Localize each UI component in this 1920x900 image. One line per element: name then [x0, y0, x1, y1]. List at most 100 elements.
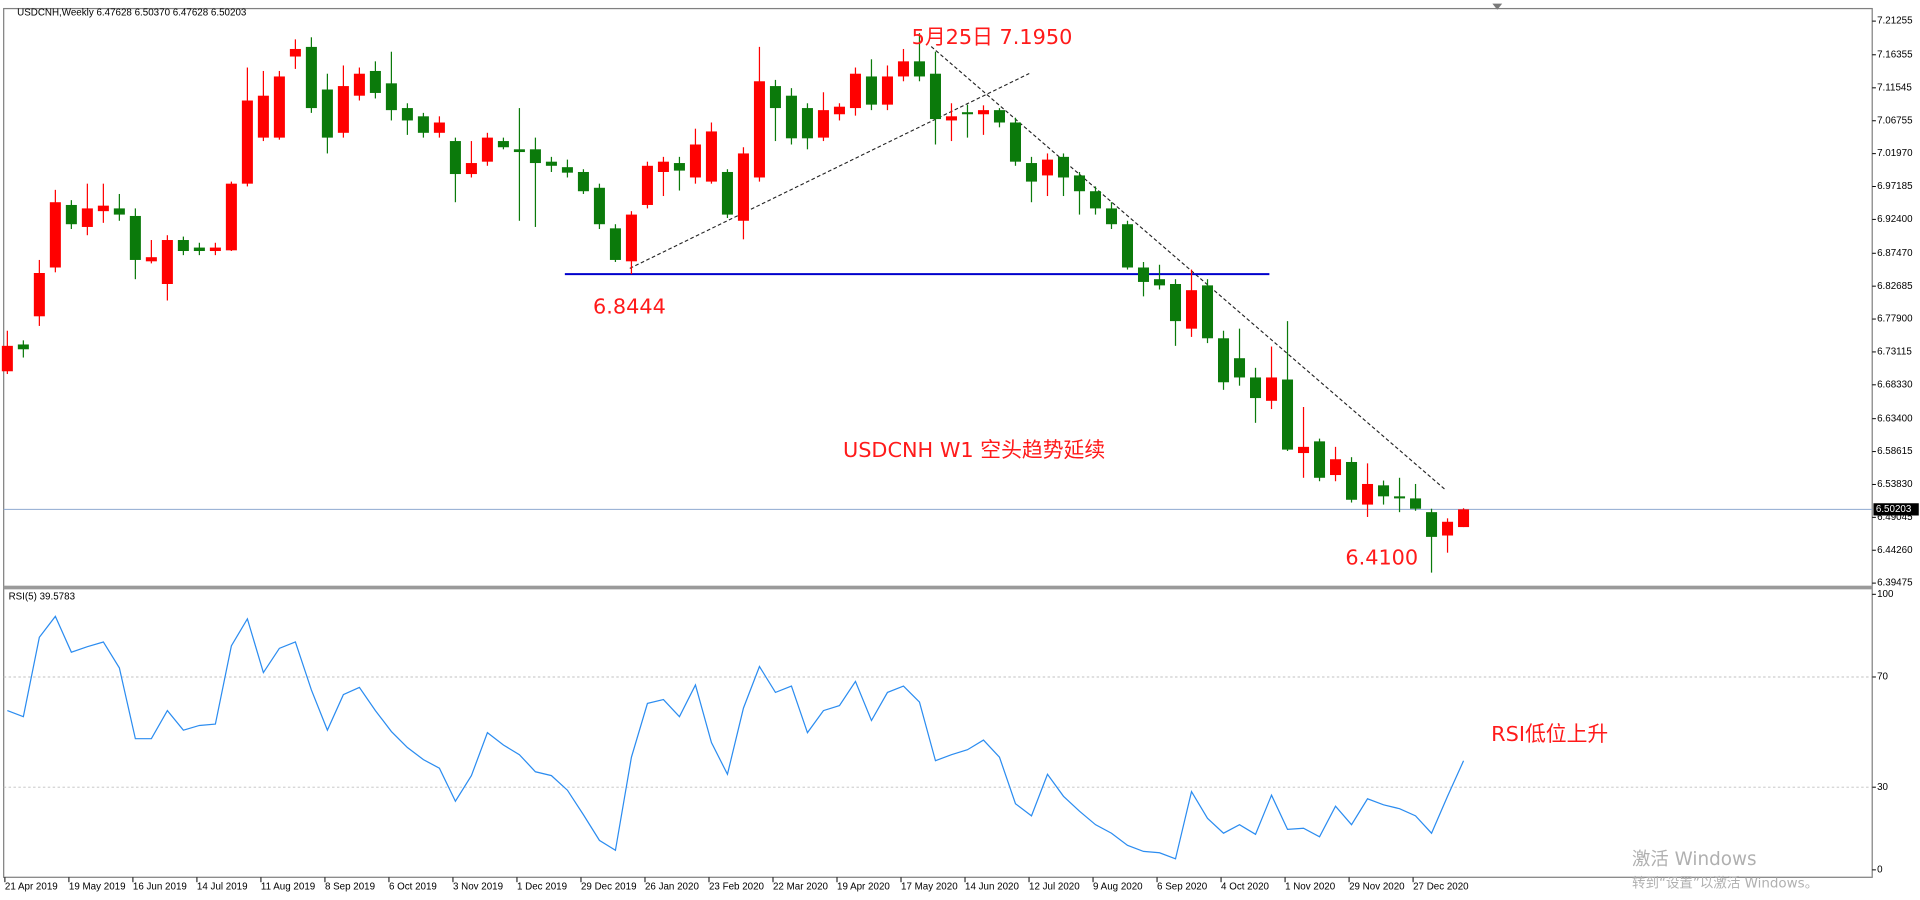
- x-tick-label: 6 Oct 2019: [389, 882, 437, 893]
- candle-body: [1458, 509, 1470, 528]
- candle-body: [577, 171, 589, 192]
- candle-body: [369, 70, 381, 93]
- x-tick-label: 29 Dec 2019: [581, 882, 637, 893]
- candle-body: [337, 86, 349, 133]
- candle-body: [609, 228, 621, 260]
- candle-body: [129, 215, 141, 260]
- y-tick-label: 6.73115: [1877, 347, 1912, 358]
- candle-body: [625, 214, 637, 262]
- x-tick-label: 23 Feb 2020: [709, 882, 765, 893]
- candle-body: [1169, 283, 1182, 322]
- candle-body: [81, 208, 93, 227]
- annotation: RSI低位上升: [1491, 722, 1608, 746]
- x-tick-label: 14 Jun 2020: [965, 882, 1019, 893]
- candle-body: [113, 208, 125, 215]
- chart-title: USDCNH,Weekly 6.47628 6.50370 6.47628 6.…: [17, 7, 247, 18]
- candle-body: [865, 76, 877, 105]
- candle-body: [1233, 358, 1246, 378]
- x-tick-label: 29 Nov 2020: [1349, 882, 1405, 893]
- x-tick-label: 16 Jun 2019: [133, 882, 187, 893]
- candle-body: [1025, 163, 1037, 182]
- watermark-title: 激活 Windows: [1632, 849, 1757, 870]
- candle-body: [97, 205, 109, 212]
- candle-body: [65, 204, 77, 225]
- indicator-label: RSI(5) 39.5783: [9, 591, 76, 602]
- x-tick-label: 21 Apr 2019: [5, 882, 58, 893]
- candle-body: [673, 163, 685, 171]
- candle-body: [817, 110, 829, 138]
- x-tick-label: 1 Dec 2019: [517, 882, 567, 893]
- y-tick-label: 6.82685: [1877, 281, 1913, 292]
- candle-body: [417, 116, 429, 133]
- annotation: USDCNH W1 空头趋势延续: [843, 438, 1105, 462]
- x-tick-label: 27 Dec 2020: [1413, 882, 1469, 893]
- scroll-marker: [1492, 3, 1503, 10]
- x-tick-label: 3 Nov 2019: [453, 882, 503, 893]
- y-tick-label: 6.39475: [1877, 578, 1913, 589]
- candle-body: [1009, 122, 1021, 162]
- y-tick-label: 7.06755: [1877, 115, 1913, 126]
- candle-body: [785, 95, 797, 139]
- candle-body: [833, 106, 845, 115]
- candle-body: [705, 131, 717, 182]
- candle-body: [1362, 483, 1374, 505]
- candle-body: [1314, 441, 1326, 478]
- candle-body: [305, 46, 317, 109]
- candle-body: [1394, 496, 1406, 499]
- watermark-text: 转到“设置”以激活 Windows。: [1632, 875, 1818, 891]
- candle-body: [657, 161, 669, 172]
- candle-body: [481, 137, 493, 162]
- candle-body: [753, 81, 765, 178]
- candle-body: [529, 149, 541, 164]
- high-text: 6.50370: [135, 7, 171, 18]
- y-tick-label: 30: [1877, 782, 1888, 793]
- candle-body: [945, 116, 957, 121]
- y-tick-label: 6.49045: [1877, 512, 1913, 523]
- candle-body: [513, 149, 525, 153]
- candle-body: [769, 86, 781, 109]
- y-tick-label: 6.97185: [1877, 181, 1913, 192]
- candle-body: [273, 76, 285, 138]
- candle-body: [689, 144, 701, 178]
- candle-body: [257, 95, 269, 138]
- candle-body: [881, 76, 893, 105]
- candle-body: [177, 240, 189, 252]
- annotation: 6.4100: [1345, 546, 1418, 570]
- y-tick-label: 7.11545: [1877, 82, 1912, 93]
- candle-body: [17, 344, 29, 350]
- candle-body: [449, 141, 461, 175]
- candle-body: [1298, 446, 1310, 454]
- candle-body: [561, 167, 573, 173]
- candle-body: [721, 171, 733, 215]
- candle-body: [145, 257, 157, 262]
- candle-body: [593, 187, 605, 225]
- y-tick-label: 7.16355: [1877, 49, 1913, 60]
- frame: [3, 7, 1873, 878]
- x-tick-label: 17 May 2020: [901, 882, 958, 893]
- y-tick-label: 0: [1877, 864, 1883, 875]
- candle-body: [1057, 156, 1070, 178]
- candle-body: [161, 240, 173, 284]
- y-tick-label: 100: [1877, 589, 1894, 600]
- candle-body: [1137, 267, 1150, 282]
- candle-body: [49, 202, 61, 268]
- candle-body: [1153, 279, 1166, 286]
- x-tick-label: 6 Sep 2020: [1157, 882, 1208, 893]
- annotation: 6.8444: [593, 295, 666, 319]
- x-tick-label: 9 Aug 2020: [1093, 882, 1143, 893]
- candle-body: [929, 73, 941, 120]
- candle-body: [1249, 377, 1262, 399]
- candle-body: [385, 83, 397, 111]
- candle-body: [1185, 290, 1198, 329]
- y-tick-label: 70: [1877, 672, 1888, 683]
- candle-body: [433, 122, 445, 133]
- y-tick-label: 6.53830: [1877, 479, 1913, 490]
- x-tick-label: 22 Mar 2020: [773, 882, 829, 893]
- candle-body: [1442, 521, 1454, 536]
- symbol: USDCNH,Weekly: [17, 7, 94, 18]
- candle-body: [801, 108, 813, 139]
- y-tick-label: 7.01970: [1877, 148, 1913, 159]
